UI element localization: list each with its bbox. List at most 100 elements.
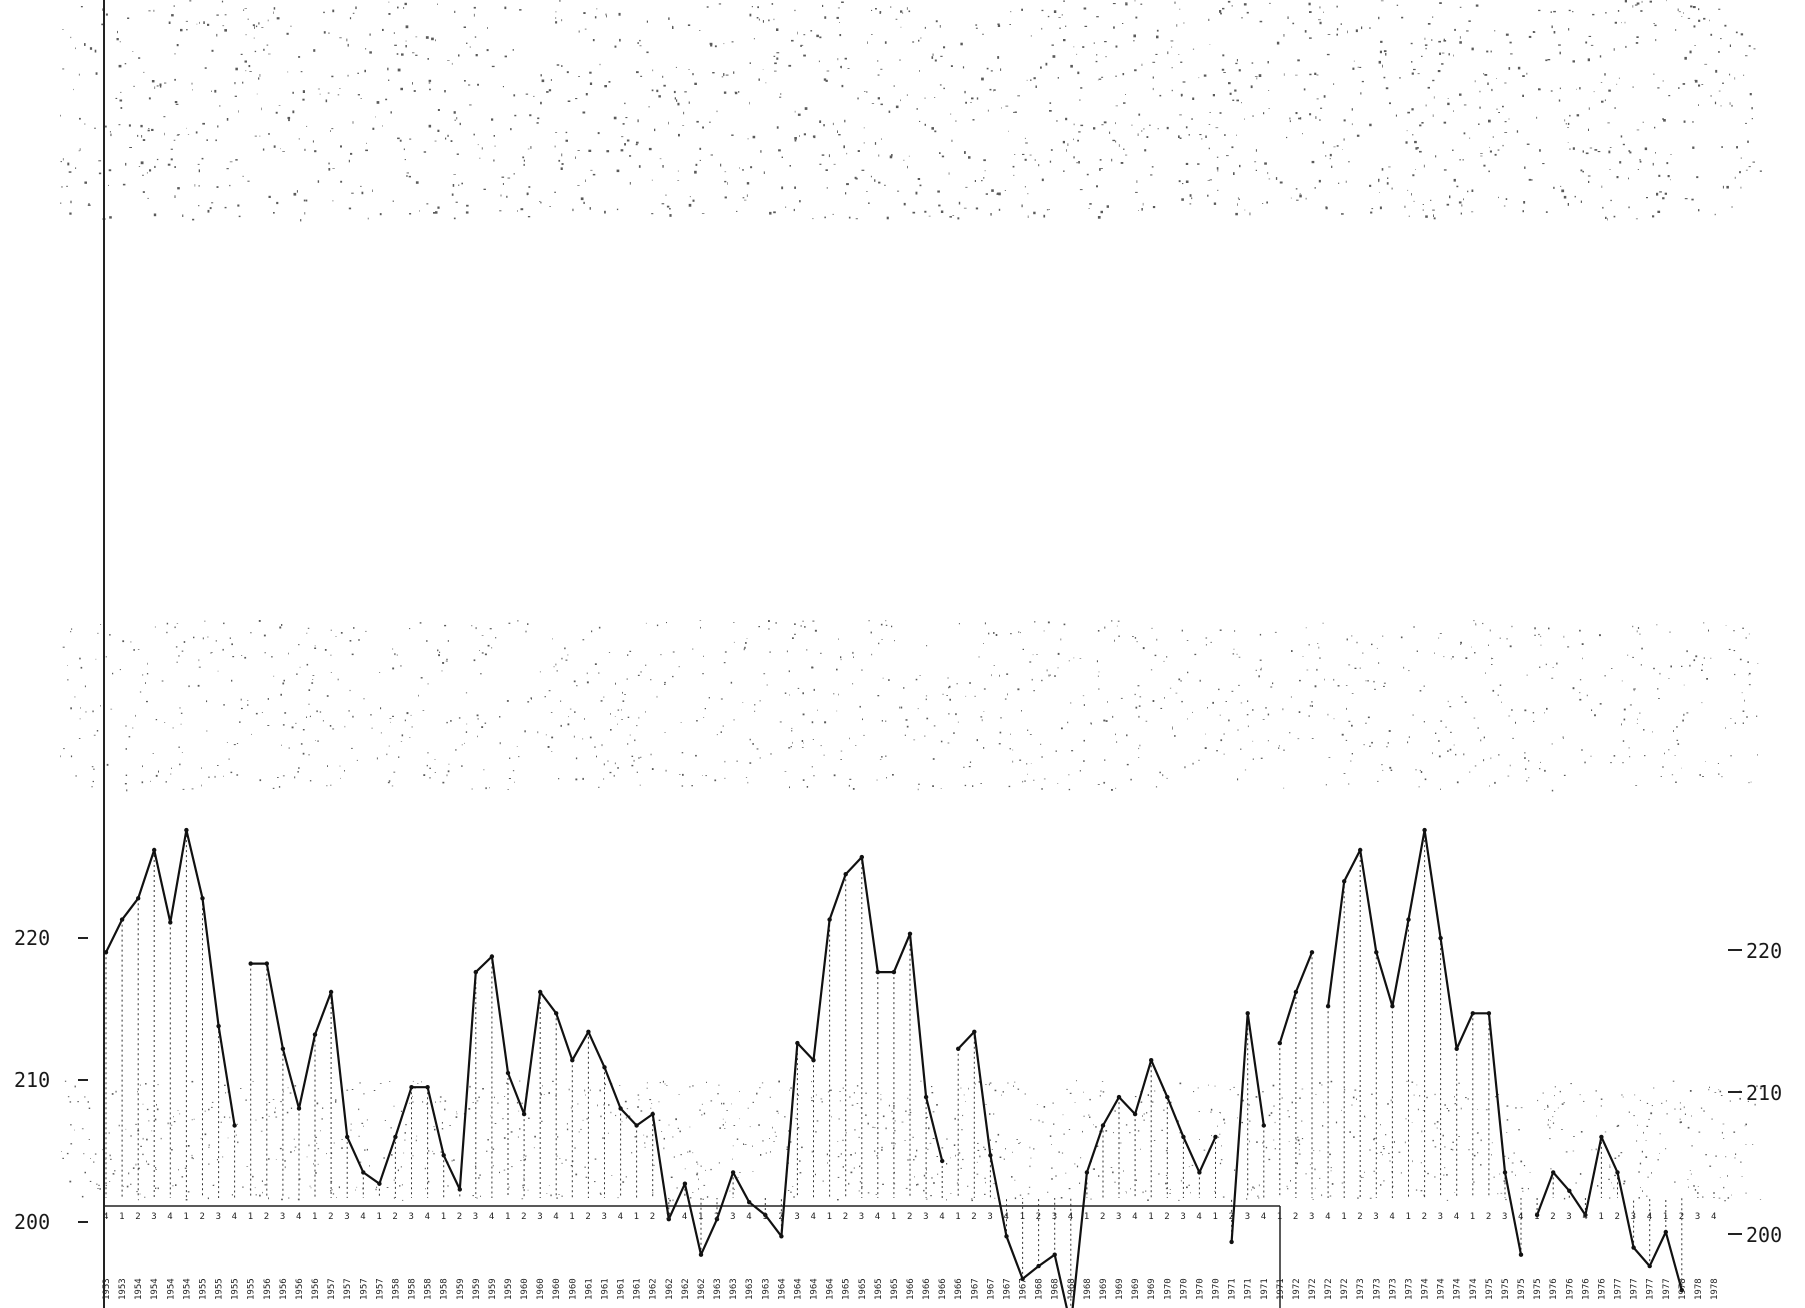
data-point xyxy=(1631,1245,1636,1250)
noise-speck xyxy=(1096,16,1099,18)
noise-speck xyxy=(1622,762,1624,764)
noise-speck xyxy=(906,94,908,96)
noise-speck xyxy=(328,162,330,165)
quarter-label: 1 xyxy=(1598,1212,1603,1222)
noise-speck xyxy=(899,59,901,61)
noise-speck xyxy=(946,1138,948,1140)
data-point xyxy=(103,950,109,955)
noise-speck xyxy=(1708,629,1709,632)
noise-speck xyxy=(331,128,334,130)
noise-speck xyxy=(1420,1190,1423,1192)
noise-speck xyxy=(1633,688,1635,691)
noise-speck xyxy=(1487,82,1489,85)
noise-speck xyxy=(503,1137,506,1139)
noise-speck xyxy=(151,80,155,83)
noise-speck xyxy=(1656,624,1658,626)
data-point xyxy=(1583,1212,1588,1218)
noise-speck xyxy=(1739,1097,1741,1100)
noise-speck xyxy=(128,1172,130,1175)
noise-speck xyxy=(610,729,612,731)
noise-speck xyxy=(1446,1174,1448,1176)
noise-speck xyxy=(388,780,391,782)
noise-speck xyxy=(794,9,796,12)
noise-speck xyxy=(840,659,842,661)
noise-speck xyxy=(394,44,397,46)
noise-speck xyxy=(1389,102,1391,105)
noise-speck xyxy=(417,1083,419,1084)
noise-speck xyxy=(1724,24,1727,27)
noise-speck xyxy=(426,764,428,767)
noise-speck xyxy=(1390,769,1393,771)
noise-speck xyxy=(845,192,847,195)
noise-speck xyxy=(364,1149,366,1151)
noise-speck xyxy=(1748,672,1751,675)
noise-speck xyxy=(637,42,639,44)
quarter-label: 2 xyxy=(971,1212,976,1222)
noise-speck xyxy=(585,93,588,96)
noise-speck xyxy=(1270,1112,1273,1114)
noise-speck xyxy=(1115,105,1118,107)
noise-speck xyxy=(1405,141,1408,144)
noise-speck xyxy=(476,1197,478,1199)
noise-speck xyxy=(154,165,156,168)
noise-speck xyxy=(1301,1120,1303,1122)
noise-speck xyxy=(937,190,940,193)
noise-speck xyxy=(636,141,639,144)
noise-speck xyxy=(1013,111,1015,113)
noise-speck xyxy=(802,620,804,622)
noise-speck xyxy=(1675,29,1677,31)
noise-speck xyxy=(329,725,332,727)
noise-speck xyxy=(649,1099,652,1101)
noise-speck xyxy=(183,641,186,643)
noise-speck xyxy=(673,90,676,94)
noise-speck xyxy=(1379,206,1382,210)
noise-speck xyxy=(575,1173,578,1176)
noise-speck xyxy=(802,779,805,781)
noise-speck xyxy=(1234,630,1236,632)
noise-speck xyxy=(998,208,1001,211)
noise-speck xyxy=(1563,1102,1565,1104)
noise-speck xyxy=(66,185,68,187)
noise-speck xyxy=(405,40,407,42)
noise-speck xyxy=(1453,178,1456,182)
noise-speck xyxy=(1491,1142,1493,1144)
noise-speck xyxy=(1105,56,1107,58)
noise-speck xyxy=(1029,154,1032,156)
noise-speck xyxy=(412,1080,414,1082)
series-segment xyxy=(1536,1135,1683,1291)
noise-speck xyxy=(330,1180,333,1183)
noise-speck xyxy=(524,730,526,733)
noise-speck xyxy=(1491,1154,1492,1156)
noise-speck xyxy=(1458,1082,1460,1084)
data-point xyxy=(1358,847,1363,853)
noise-speck xyxy=(1248,1120,1251,1122)
noise-speck xyxy=(1215,127,1219,129)
noise-speck xyxy=(1697,1186,1699,1187)
noise-speck xyxy=(203,21,205,24)
noise-speck xyxy=(877,695,880,697)
noise-speck xyxy=(111,1093,114,1095)
quarter-label: 2 xyxy=(778,1212,783,1222)
data-point xyxy=(1213,1134,1218,1140)
noise-speck xyxy=(338,1186,340,1189)
noise-speck xyxy=(1427,86,1430,89)
noise-speck xyxy=(1126,734,1128,737)
noise-speck xyxy=(132,727,134,729)
noise-speck xyxy=(261,1117,264,1119)
noise-speck xyxy=(606,15,607,18)
noise-speck xyxy=(67,1096,70,1098)
noise-speck xyxy=(95,72,98,75)
noise-speck xyxy=(1677,8,1679,11)
noise-speck xyxy=(1207,180,1210,181)
noise-speck xyxy=(723,1102,725,1105)
noise-speck xyxy=(542,1085,543,1087)
noise-speck xyxy=(1439,2,1442,4)
y-tick-label-left: 200 xyxy=(14,1210,50,1234)
noise-speck xyxy=(963,1094,965,1096)
noise-speck xyxy=(140,124,143,128)
noise-speck xyxy=(537,117,540,120)
noise-speck xyxy=(989,1082,992,1084)
noise-speck xyxy=(452,184,455,187)
noise-speck xyxy=(677,180,680,181)
quarter-label: 1 xyxy=(1663,1212,1668,1222)
